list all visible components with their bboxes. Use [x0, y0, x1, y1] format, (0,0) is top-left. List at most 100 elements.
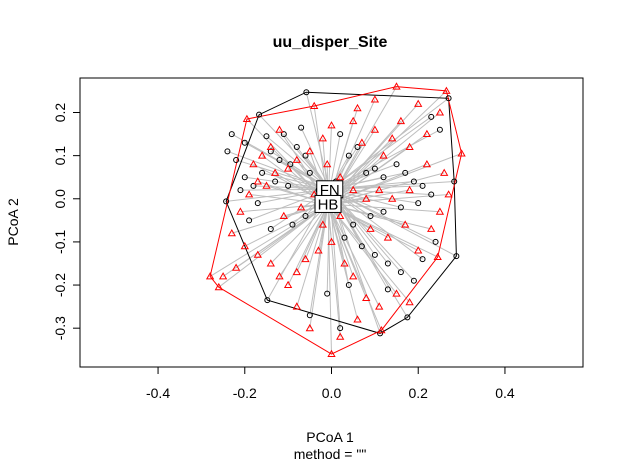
spider-line [305, 203, 329, 260]
point-hb [440, 168, 449, 176]
point-hb [414, 99, 423, 107]
point-hb [422, 160, 432, 168]
point-hb [370, 125, 380, 133]
point-fn [302, 213, 309, 220]
point-fn [410, 277, 417, 284]
point-fn [267, 225, 274, 232]
spider-line [270, 203, 329, 264]
point-hb [327, 121, 336, 129]
point-fn [280, 131, 287, 138]
point-fn [264, 297, 271, 304]
point-fn [393, 161, 400, 168]
point-hb [427, 224, 436, 232]
point-hb [349, 272, 358, 280]
y-tick-label: -0.1 [52, 230, 68, 254]
point-hb [442, 86, 451, 94]
x-axis-label: PCoA 1 [306, 429, 354, 445]
point-fn [250, 182, 257, 189]
x-tick-label: 0.0 [322, 385, 342, 401]
point-fn [432, 238, 439, 245]
point-hb [357, 138, 367, 146]
point-hb [396, 116, 406, 125]
point-fn [436, 126, 443, 133]
spider-line [327, 203, 354, 277]
point-fn [272, 178, 279, 185]
point-fn [223, 198, 230, 205]
point-hb [283, 164, 293, 172]
point-fn [371, 165, 378, 172]
point-hb [305, 146, 314, 155]
point-fn [289, 221, 296, 228]
spider-line [329, 129, 441, 190]
point-fn [428, 191, 435, 198]
point-fn [341, 234, 348, 241]
point-fn [267, 148, 274, 155]
y-tick-label: 0.1 [52, 146, 68, 166]
x-axis-sublabel: method = "" [294, 446, 367, 462]
point-hb [292, 155, 301, 163]
point-fn [377, 330, 384, 337]
spider-line [327, 203, 332, 355]
y-tick-label: -0.3 [52, 316, 68, 340]
x-tick-label: -0.4 [146, 385, 170, 401]
point-hb [336, 211, 345, 219]
point-hb [227, 228, 236, 237]
point-hb [292, 267, 301, 276]
point-hb [405, 142, 414, 150]
spider-line [329, 188, 436, 243]
point-hb [318, 134, 327, 142]
point-fn [228, 131, 235, 138]
point-fn [241, 174, 248, 181]
point-fn [397, 269, 404, 276]
point-hb [377, 325, 386, 334]
x-tick-label: 0.2 [408, 385, 428, 401]
point-fn [367, 213, 374, 220]
point-hb [253, 250, 262, 258]
group-hulls [209, 86, 463, 355]
spider-line [240, 203, 329, 213]
point-fn [363, 169, 370, 176]
point-hb [292, 302, 301, 310]
spider-line [296, 203, 329, 273]
spider-line [327, 203, 341, 337]
point-hb [270, 168, 280, 176]
point-fn [402, 169, 409, 176]
point-fn [337, 325, 344, 332]
spider-line [327, 203, 438, 258]
spider-line [329, 189, 381, 334]
point-hb [279, 211, 288, 219]
point-hb [336, 172, 345, 181]
point-hb [301, 254, 310, 263]
point-fn [256, 111, 263, 118]
point-fn [306, 169, 313, 176]
point-fn [293, 144, 300, 151]
point-fn [237, 187, 244, 194]
y-tick-label: 0.2 [52, 103, 68, 123]
point-hb [362, 293, 371, 301]
point-hb [244, 190, 254, 198]
y-tick-label: -0.2 [52, 273, 68, 297]
point-hb [336, 332, 345, 340]
point-fn [350, 221, 357, 228]
spider-line [226, 188, 330, 202]
point-hb [275, 125, 284, 133]
point-hb [375, 185, 384, 194]
point-hb [401, 220, 410, 228]
spider-line [246, 118, 329, 205]
x-axis: -0.4 -0.2 0.0 0.2 0.4 [146, 367, 515, 401]
point-hb [383, 233, 393, 241]
point-fn [324, 290, 331, 297]
point-fn [306, 312, 313, 319]
point-hb [433, 252, 442, 260]
point-hb [305, 323, 314, 332]
point-fn [287, 161, 294, 168]
spider-line [327, 203, 440, 213]
point-fn [285, 182, 292, 189]
y-axis: -0.3 -0.2 -0.1 0.0 0.1 0.2 [52, 103, 80, 340]
point-fn [345, 282, 352, 289]
point-hb [366, 224, 375, 232]
point-hb [275, 272, 284, 280]
point-hb [231, 263, 241, 271]
point-hb [405, 185, 414, 194]
point-hb [257, 151, 267, 159]
